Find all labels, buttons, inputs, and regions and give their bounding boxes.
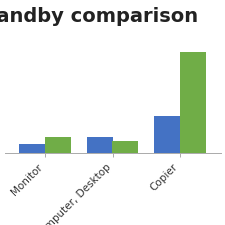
- Bar: [112, 141, 138, 153]
- Bar: [180, 52, 206, 153]
- Bar: [87, 137, 112, 153]
- Text: Standby comparison: Standby comparison: [0, 7, 198, 27]
- Bar: [45, 137, 71, 153]
- Bar: [19, 144, 45, 153]
- Bar: [154, 115, 180, 153]
